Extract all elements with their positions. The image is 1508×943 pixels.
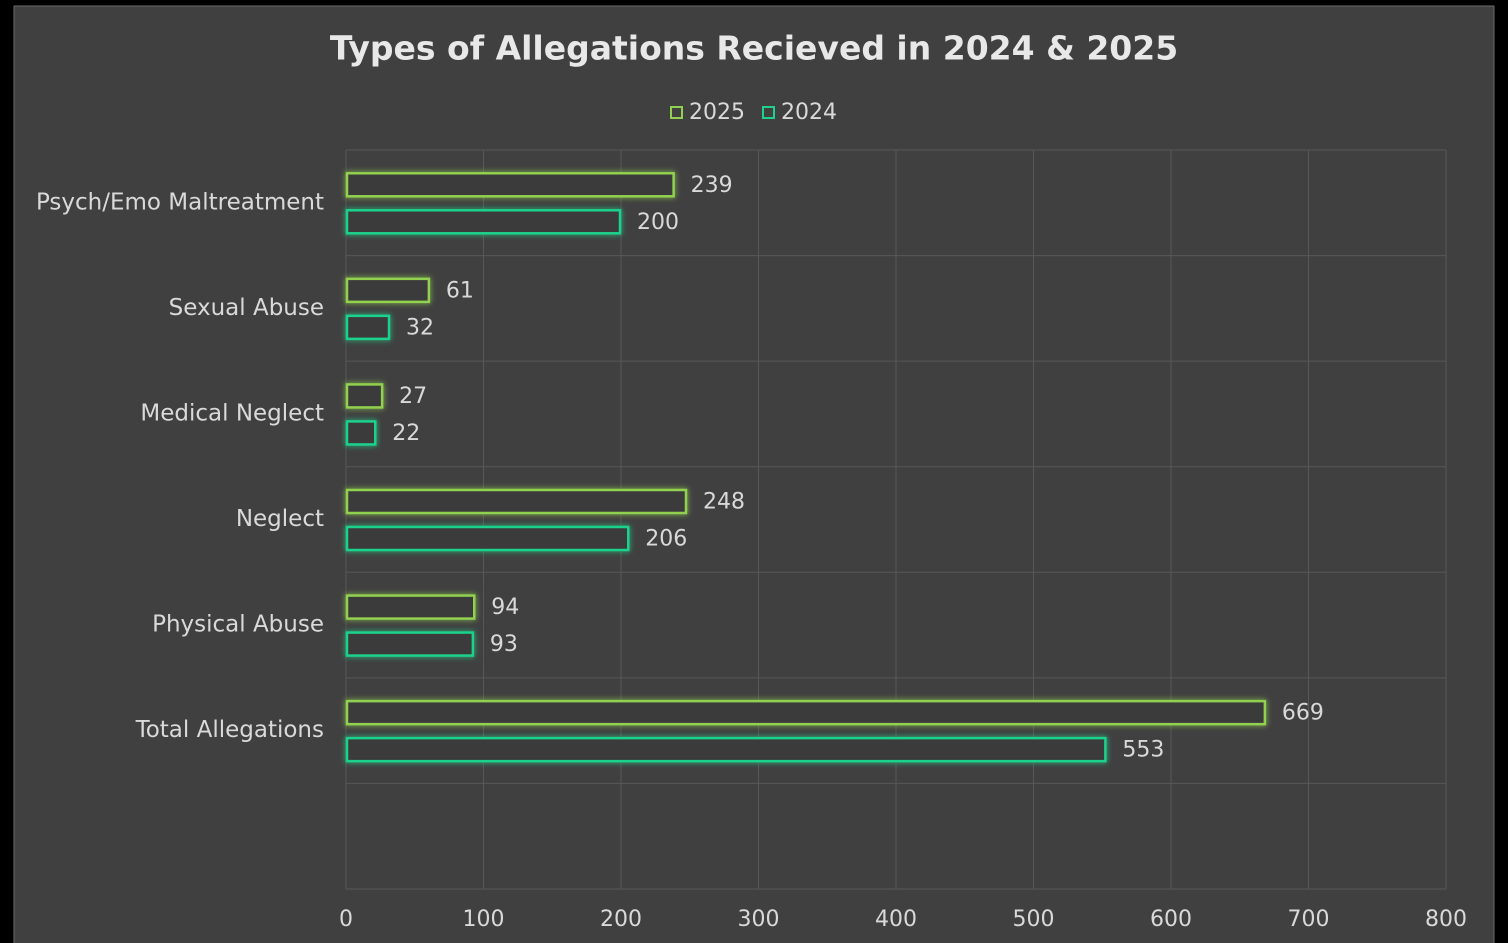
- x-tick-label: 400: [875, 907, 917, 932]
- legend-swatch: [762, 106, 775, 119]
- bar: [345, 314, 391, 341]
- bar: [345, 631, 475, 657]
- y-tick-label: Physical Abuse: [152, 612, 324, 638]
- x-tick-label: 600: [1150, 907, 1192, 932]
- bar: [345, 488, 688, 515]
- x-tick-label: 700: [1288, 907, 1330, 932]
- data-label: 32: [406, 315, 434, 340]
- y-tick-label: Sexual Abuse: [169, 295, 324, 321]
- x-tick-label: 300: [738, 907, 780, 932]
- y-tick-label: Total Allegations: [135, 717, 324, 743]
- data-label: 206: [645, 527, 687, 552]
- x-tick-label: 800: [1425, 907, 1467, 932]
- legend-label: 2025: [689, 100, 745, 125]
- x-tick-label: 100: [463, 907, 505, 932]
- data-label: 22: [392, 421, 420, 446]
- x-tick-label: 500: [1013, 907, 1055, 932]
- data-label: 94: [491, 595, 519, 620]
- data-label: 61: [446, 278, 474, 303]
- bar: [345, 736, 1107, 763]
- chart-title: Types of Allegations Recieved in 2024 & …: [330, 29, 1178, 68]
- x-tick-label: 0: [339, 907, 353, 932]
- bar: [345, 420, 377, 446]
- y-tick-label: Neglect: [236, 506, 324, 532]
- bar: [345, 277, 431, 304]
- data-label: 248: [703, 490, 745, 515]
- y-tick-label: Psych/Emo Maltreatment: [36, 189, 324, 215]
- legend-label: 2024: [781, 100, 837, 125]
- data-label: 27: [399, 384, 427, 409]
- data-label: 200: [637, 210, 679, 235]
- data-label: 553: [1122, 738, 1164, 763]
- chart-panel: [13, 5, 1495, 943]
- bar: [345, 383, 384, 409]
- bar: [345, 209, 622, 235]
- bar: [345, 594, 476, 620]
- y-tick-label: Medical Neglect: [140, 400, 324, 426]
- data-label: 669: [1282, 701, 1324, 726]
- data-label: 239: [691, 173, 733, 198]
- bar: [345, 699, 1267, 726]
- x-tick-label: 200: [600, 907, 642, 932]
- bar: [345, 525, 630, 552]
- legend-swatch: [670, 106, 683, 119]
- bar: [345, 172, 675, 198]
- data-label: 93: [490, 632, 518, 657]
